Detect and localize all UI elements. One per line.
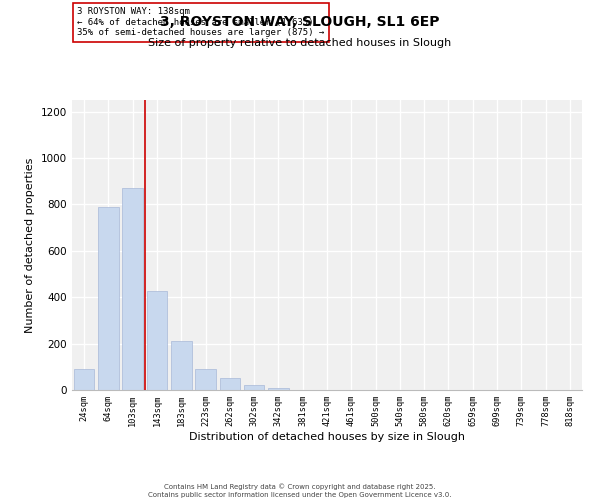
Bar: [195, 369, 216, 390]
Bar: [74, 369, 94, 390]
Text: Size of property relative to detached houses in Slough: Size of property relative to detached ho…: [148, 38, 452, 48]
Bar: [220, 378, 240, 390]
X-axis label: Distribution of detached houses by size in Slough: Distribution of detached houses by size …: [189, 432, 465, 442]
Text: 3, ROYSTON WAY, SLOUGH, SL1 6EP: 3, ROYSTON WAY, SLOUGH, SL1 6EP: [160, 15, 440, 29]
Bar: [171, 342, 191, 390]
Bar: [268, 388, 289, 390]
Bar: [122, 188, 143, 390]
Text: 3 ROYSTON WAY: 138sqm
← 64% of detached houses are smaller (1,635)
35% of semi-d: 3 ROYSTON WAY: 138sqm ← 64% of detached …: [77, 7, 325, 37]
Bar: [146, 292, 167, 390]
Y-axis label: Number of detached properties: Number of detached properties: [25, 158, 35, 332]
Bar: [98, 206, 119, 390]
Bar: [244, 386, 265, 390]
Text: Contains HM Land Registry data © Crown copyright and database right 2025.
Contai: Contains HM Land Registry data © Crown c…: [148, 484, 452, 498]
